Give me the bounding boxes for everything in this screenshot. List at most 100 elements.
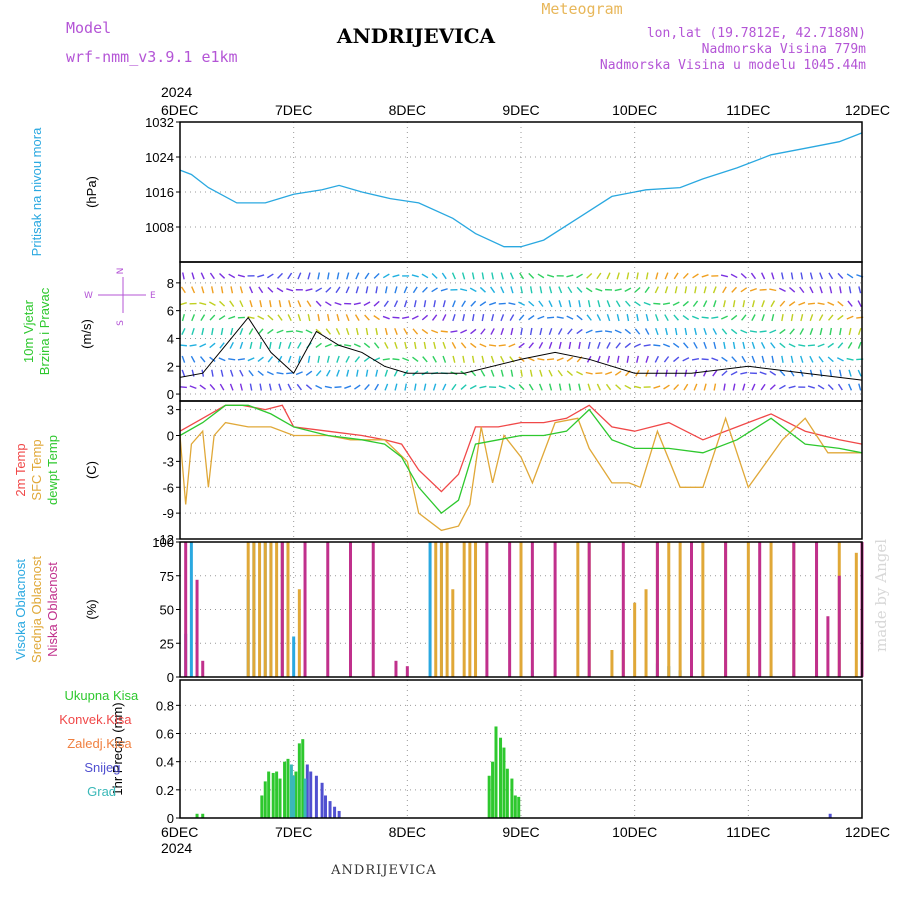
wind-arrow — [528, 342, 534, 349]
wind-arrow — [857, 327, 862, 336]
wind-arrow — [315, 287, 323, 293]
wind-arrow — [498, 344, 506, 347]
legend-1: Konvek.Kisa — [59, 712, 132, 727]
bar-cloud_mid — [633, 602, 637, 677]
series-pressure — [179, 132, 863, 248]
wind-arrow — [510, 369, 514, 377]
wind-arrow — [539, 286, 543, 294]
wind-arrow — [470, 328, 477, 335]
bar-cloud_low — [508, 542, 512, 677]
wind-arrow — [239, 383, 243, 391]
wind-arrow — [769, 384, 776, 391]
wind-arrow — [307, 314, 311, 322]
wind-arrow — [596, 272, 602, 280]
wind-arrow — [682, 314, 690, 321]
y-tick-label: 2 — [167, 359, 174, 374]
y-tick-label: 0.6 — [156, 727, 174, 742]
wind-arrow — [481, 314, 485, 322]
wind-arrow — [683, 383, 689, 391]
wind-arrow — [770, 300, 776, 308]
compass-w: W — [84, 291, 93, 301]
wind-arrow — [508, 343, 516, 348]
bar-precip_total — [275, 771, 279, 818]
wind-arrow — [336, 355, 340, 363]
y-tick-label: 6 — [167, 304, 174, 319]
bar-cloud_high — [189, 542, 193, 677]
bar-cloud_mid — [434, 542, 438, 677]
wind-arrow — [199, 356, 206, 363]
y-tick-label: 8 — [167, 276, 174, 291]
wind-arrow — [247, 316, 255, 320]
bottom-x-tick-11dec: 11DEC — [726, 824, 770, 840]
wind-arrow — [355, 272, 360, 280]
series-temp2m — [179, 404, 863, 493]
wind-arrow — [664, 314, 669, 321]
wind-arrow — [248, 328, 254, 335]
wind-arrow — [509, 314, 515, 321]
wind-arrow — [305, 384, 313, 390]
wind-arrow — [229, 341, 234, 349]
wind-arrow — [807, 385, 815, 389]
wind-arrow — [721, 370, 728, 377]
bar-cloud_mid — [445, 542, 449, 677]
wind-arrow — [365, 369, 369, 377]
wind-arrow — [595, 330, 603, 333]
wind-arrow — [566, 274, 574, 278]
wind-arrow — [740, 329, 748, 334]
wind-arrow — [248, 370, 254, 377]
wind-arrow — [828, 272, 834, 280]
bar-cloud_low — [792, 542, 796, 677]
wind-arrow — [278, 383, 282, 391]
bar-precip_total — [499, 737, 503, 818]
wind-arrow — [701, 316, 709, 319]
wind-arrow — [626, 314, 630, 322]
wind-arrow — [306, 300, 312, 308]
wind-arrow — [364, 314, 370, 321]
wind-arrow — [547, 316, 555, 319]
wind-arrow — [722, 286, 727, 294]
wind-arrow — [346, 272, 350, 280]
wind-arrow — [655, 327, 659, 336]
wind-arrow — [433, 300, 436, 308]
wind-arrow — [239, 327, 244, 336]
wind-arrow — [209, 356, 216, 362]
wind-arrow — [537, 358, 545, 361]
wind-arrow — [201, 327, 205, 336]
wind-arrow — [665, 327, 668, 336]
wind-arrow — [597, 341, 601, 349]
wind-arrow — [645, 314, 649, 322]
wind-arrow — [375, 286, 378, 294]
wind-arrow — [740, 371, 748, 375]
wind-arrow — [723, 341, 726, 349]
wind-arrow — [373, 342, 380, 349]
wind-arrow — [568, 300, 572, 308]
wind-arrow — [664, 272, 669, 280]
wind-arrow — [268, 383, 272, 391]
wind-arrow — [334, 386, 342, 389]
wind-arrow — [779, 300, 786, 307]
wind-arrow — [423, 383, 427, 391]
bar-cloud_low — [530, 542, 534, 677]
bottom-x-tick-6dec: 6DEC — [161, 824, 198, 840]
wind-arrow — [846, 315, 854, 320]
bottom-year-label: 2024 — [161, 840, 192, 856]
series-dew — [179, 404, 863, 514]
wind-arrow — [520, 286, 523, 294]
wind-arrow — [257, 370, 264, 376]
bar-cloud_low — [724, 542, 728, 677]
wind-arrow — [392, 274, 400, 278]
wind-arrow — [317, 355, 320, 363]
wind-arrow — [237, 274, 245, 278]
y-tick-label: -3 — [162, 454, 174, 469]
wind-arrow — [297, 272, 302, 280]
wind-arrow — [433, 341, 437, 349]
bar-cloud_low — [195, 579, 199, 677]
wind-arrow — [732, 341, 736, 349]
wind-arrow — [839, 286, 842, 294]
legend-0: Ukupna Kisa — [65, 688, 139, 703]
wind-arrow — [440, 330, 448, 333]
wind-arrow — [394, 327, 398, 336]
wind-arrow — [548, 369, 553, 377]
wind-arrow — [779, 328, 786, 335]
wind-arrow — [751, 300, 755, 308]
